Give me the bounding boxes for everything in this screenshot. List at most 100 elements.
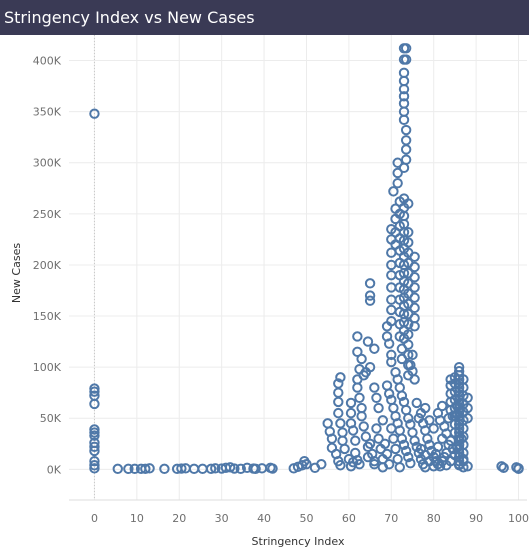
data-point bbox=[356, 410, 367, 422]
data-point bbox=[398, 67, 410, 79]
data-point bbox=[335, 372, 346, 383]
data-point bbox=[352, 331, 363, 342]
data-point bbox=[371, 392, 382, 404]
data-point bbox=[436, 433, 448, 444]
data-point bbox=[407, 349, 418, 361]
data-point bbox=[409, 251, 420, 262]
data-point bbox=[210, 463, 221, 474]
data-point bbox=[188, 463, 200, 475]
data-point bbox=[364, 290, 376, 301]
data-point bbox=[398, 439, 410, 451]
axes: 0 10 20 30 40 50 60 70 80 90 100 0K 50K 100K 150K 200K 2… bbox=[33, 55, 529, 525]
y-tick-label: 200K bbox=[33, 259, 62, 272]
data-point bbox=[362, 336, 374, 347]
x-tick-label: 0 bbox=[91, 512, 98, 525]
data-point bbox=[364, 438, 376, 449]
data-point bbox=[403, 198, 414, 209]
data-point bbox=[333, 407, 344, 419]
data-point bbox=[371, 423, 382, 434]
data-point bbox=[250, 463, 261, 475]
data-point bbox=[364, 295, 376, 306]
data-point bbox=[462, 402, 473, 414]
data-point bbox=[356, 353, 367, 365]
data-point bbox=[409, 312, 420, 324]
data-point bbox=[392, 177, 403, 189]
y-tick-label: 250K bbox=[33, 208, 62, 221]
data-point bbox=[267, 463, 278, 474]
x-tick-label: 50 bbox=[299, 512, 313, 525]
data-points bbox=[89, 43, 524, 475]
data-point bbox=[369, 382, 380, 393]
data-point bbox=[428, 423, 439, 434]
data-point bbox=[400, 54, 412, 65]
x-axis-title: Stringency Index bbox=[252, 535, 345, 548]
data-point bbox=[428, 461, 439, 472]
data-point bbox=[229, 463, 240, 474]
data-point bbox=[424, 415, 435, 426]
data-point bbox=[386, 315, 397, 327]
data-point bbox=[441, 460, 452, 471]
data-point bbox=[333, 396, 344, 408]
data-point bbox=[140, 463, 151, 475]
data-point bbox=[381, 380, 393, 391]
data-point bbox=[398, 75, 410, 87]
data-point bbox=[89, 441, 100, 453]
data-point bbox=[430, 448, 442, 460]
data-point bbox=[403, 413, 414, 424]
data-point bbox=[339, 443, 350, 455]
data-point bbox=[356, 402, 367, 414]
data-point bbox=[405, 359, 416, 371]
data-point bbox=[392, 453, 403, 465]
data-point bbox=[436, 400, 448, 412]
data-point bbox=[352, 382, 363, 393]
data-point bbox=[409, 261, 420, 273]
data-point bbox=[333, 387, 344, 398]
x-tick-label: 90 bbox=[469, 512, 483, 525]
data-point bbox=[400, 404, 412, 416]
data-point bbox=[159, 463, 170, 475]
x-tick-label: 20 bbox=[172, 512, 186, 525]
data-point bbox=[388, 402, 399, 414]
x-tick-label: 100 bbox=[508, 512, 529, 525]
data-point bbox=[89, 430, 100, 441]
data-point bbox=[398, 83, 410, 95]
data-point bbox=[345, 397, 357, 409]
y-axis-title: New Cases bbox=[10, 243, 23, 303]
data-point bbox=[409, 282, 420, 293]
data-point bbox=[462, 413, 473, 424]
data-point bbox=[498, 462, 509, 474]
data-point bbox=[383, 459, 395, 470]
data-point bbox=[386, 356, 397, 368]
data-point bbox=[316, 459, 327, 470]
data-point bbox=[89, 386, 100, 397]
data-point bbox=[354, 392, 365, 404]
data-point bbox=[358, 370, 369, 381]
data-point bbox=[301, 459, 312, 470]
data-point bbox=[373, 433, 384, 444]
data-point bbox=[456, 433, 467, 444]
data-point bbox=[458, 455, 469, 467]
data-point bbox=[398, 91, 410, 102]
data-point bbox=[335, 418, 346, 429]
x-tick-label: 30 bbox=[215, 512, 229, 525]
data-point bbox=[354, 459, 365, 470]
data-point bbox=[400, 144, 412, 155]
data-point bbox=[197, 463, 208, 475]
data-point bbox=[394, 462, 405, 473]
data-point bbox=[392, 167, 403, 179]
x-tick-label: 60 bbox=[342, 512, 356, 525]
y-tick-label: 0K bbox=[47, 463, 62, 476]
data-point bbox=[235, 463, 246, 475]
data-point bbox=[398, 114, 410, 126]
data-point bbox=[129, 463, 140, 475]
scatter-plot: 0 10 20 30 40 50 60 70 80 90 100 0K 50K 100K 150K 200K 2… bbox=[10, 35, 529, 548]
data-point bbox=[398, 162, 410, 174]
data-point bbox=[377, 415, 389, 426]
data-point bbox=[409, 435, 420, 446]
y-tick-label: 350K bbox=[33, 106, 62, 119]
data-point bbox=[403, 339, 414, 350]
data-point bbox=[383, 388, 395, 399]
data-point bbox=[409, 321, 420, 332]
data-point bbox=[373, 402, 384, 414]
data-point bbox=[403, 349, 414, 361]
